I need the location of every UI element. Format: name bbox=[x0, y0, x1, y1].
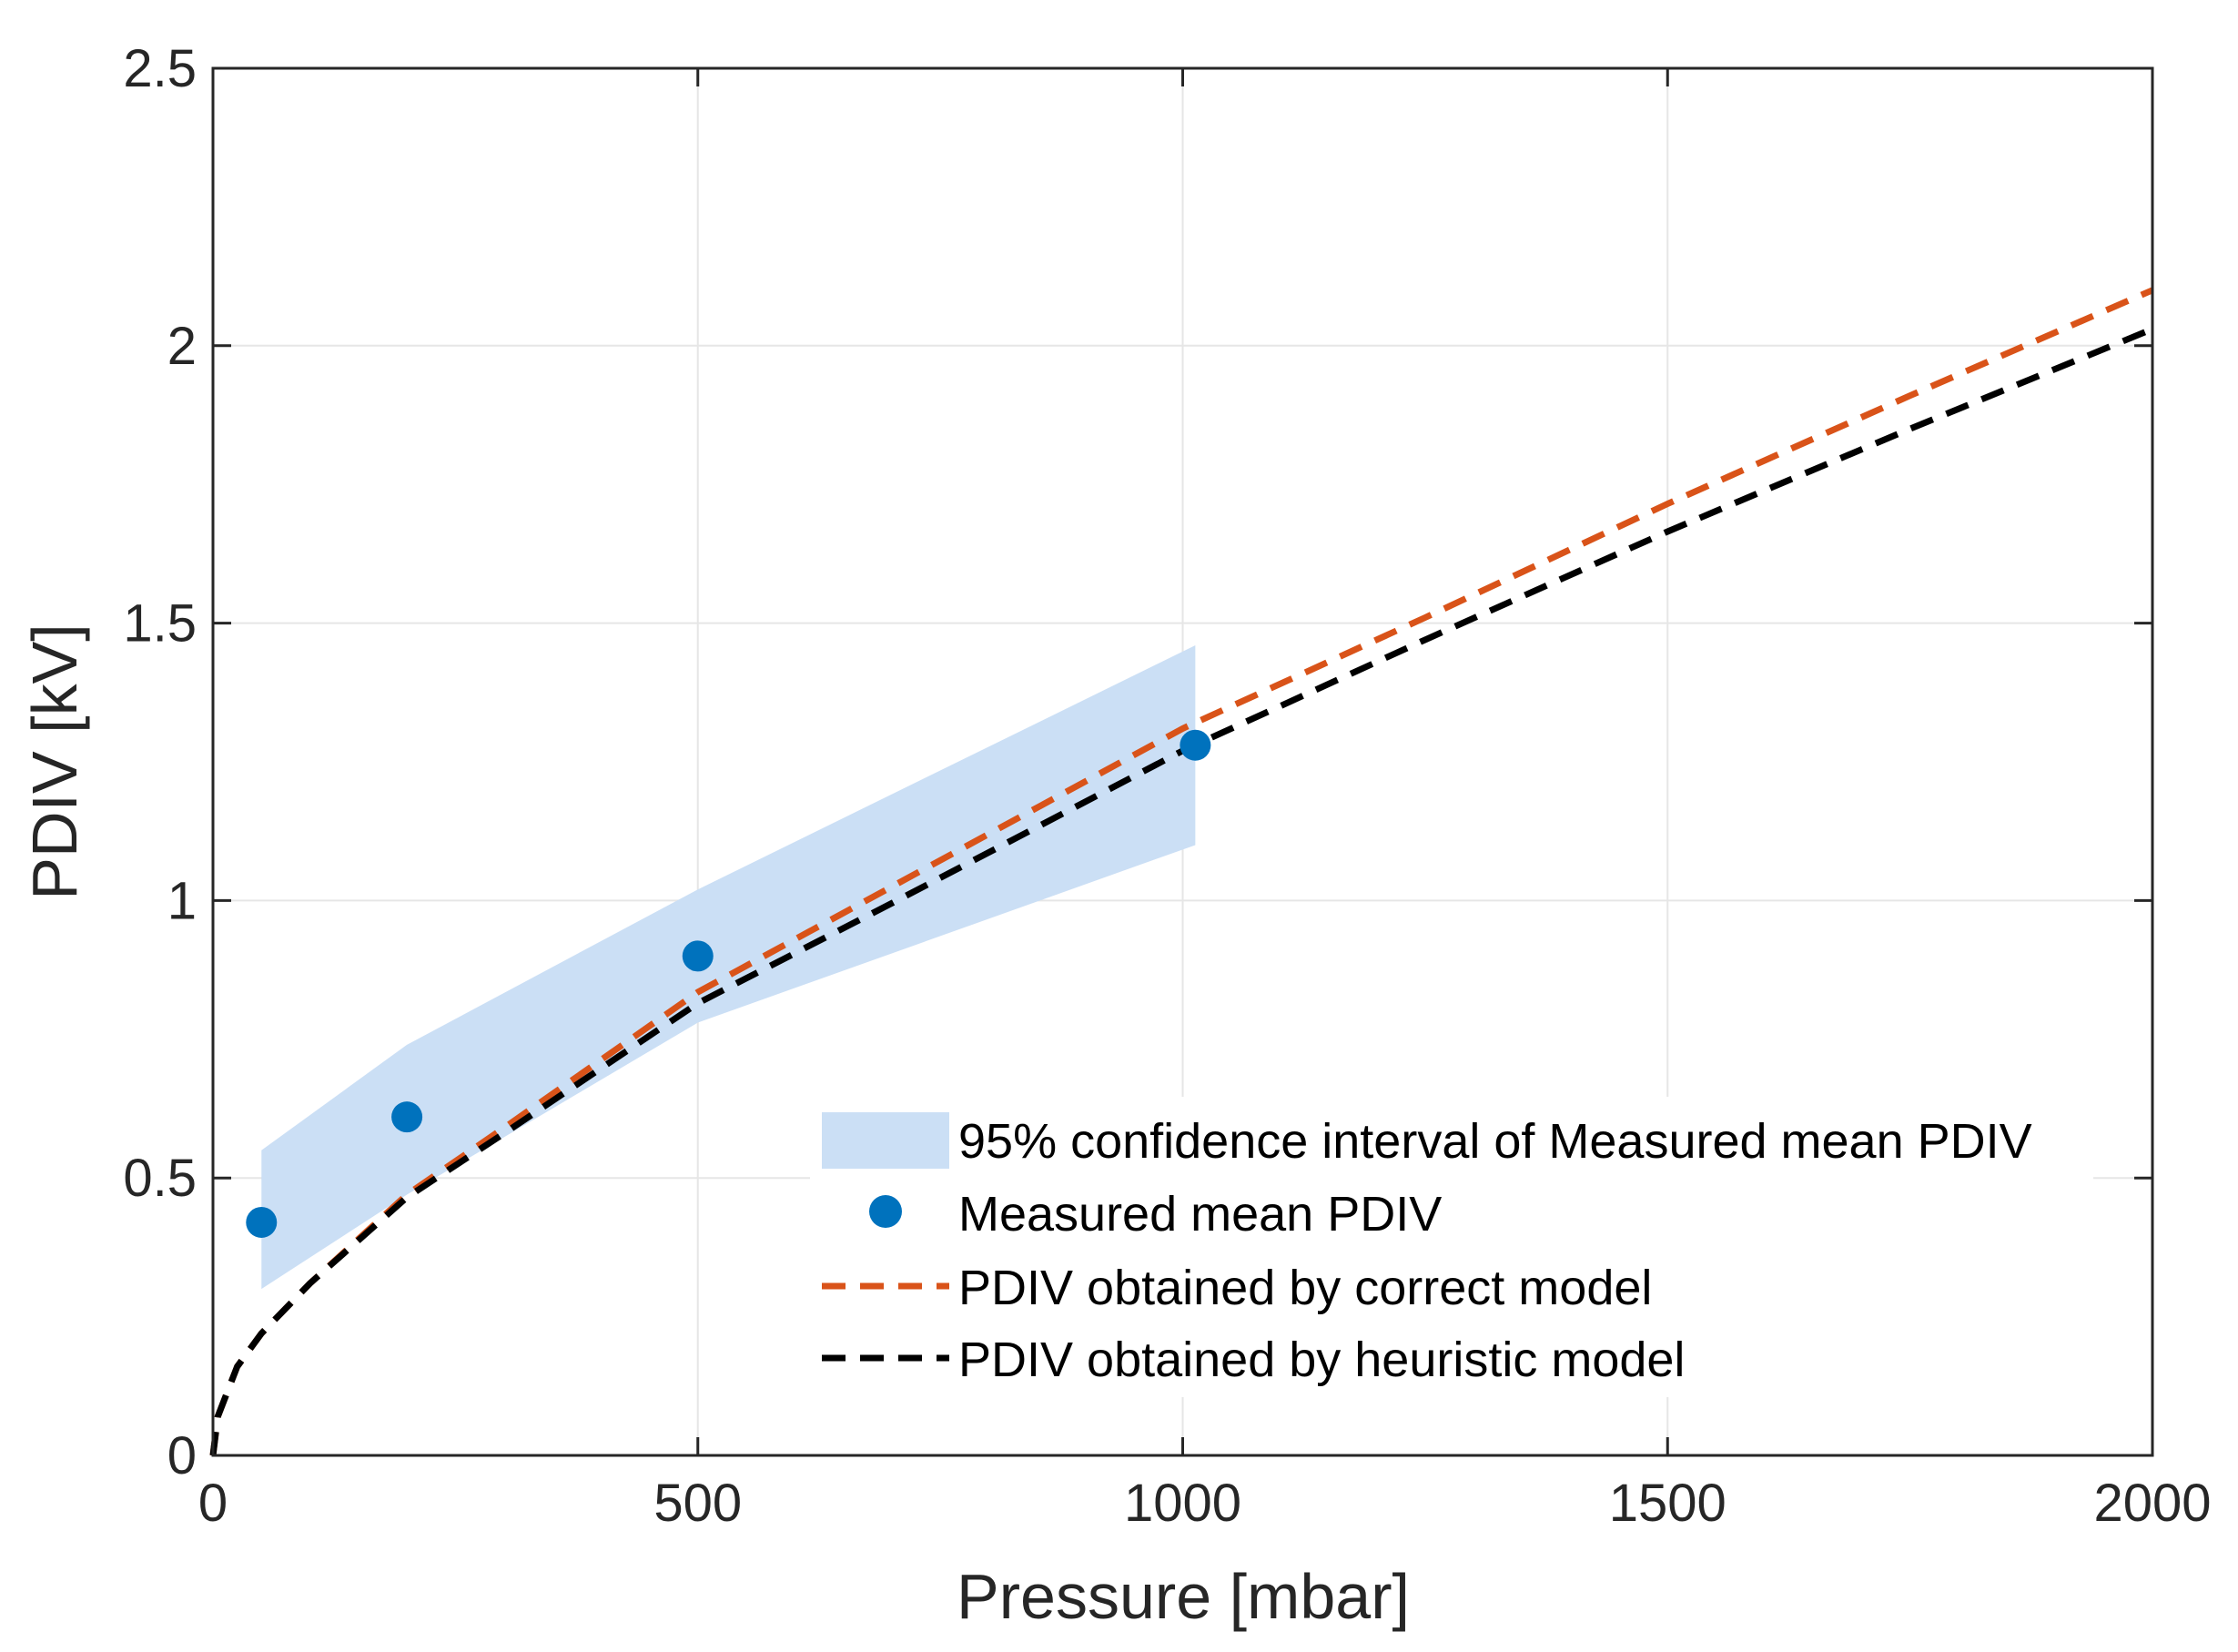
measured-point bbox=[391, 1101, 423, 1133]
axis-ticks: 0 500 1000 1500 2000 0 0.5 1 1.5 2 2.5 bbox=[123, 39, 2211, 1533]
y-tick-label: 1.5 bbox=[123, 594, 197, 654]
x-tick-label: 1000 bbox=[1124, 1474, 1241, 1533]
legend: 95% confidence interval of Measured mean… bbox=[810, 1097, 2093, 1397]
measured-point bbox=[246, 1206, 278, 1238]
legend-label-correct: PDIV obtained by correct model bbox=[958, 1261, 1652, 1315]
x-tick-label: 500 bbox=[653, 1474, 742, 1533]
y-tick-label: 2.5 bbox=[123, 39, 197, 98]
legend-label-band: 95% confidence interval of Measured mean… bbox=[958, 1114, 2032, 1169]
heuristic-model-line bbox=[209, 326, 2154, 1456]
y-tick-label: 0 bbox=[167, 1426, 197, 1485]
x-tick-label: 0 bbox=[198, 1474, 228, 1533]
x-tick-label: 2000 bbox=[2093, 1474, 2211, 1533]
legend-marker-points bbox=[869, 1195, 902, 1228]
measured-points bbox=[246, 729, 1211, 1238]
model-lines bbox=[209, 287, 2154, 1456]
y-tick-label: 2 bbox=[167, 317, 197, 376]
y-tick-label: 0.5 bbox=[123, 1149, 197, 1208]
x-tick-label: 1500 bbox=[1609, 1474, 1727, 1533]
legend-background bbox=[810, 1097, 2093, 1397]
legend-label-heuristic: PDIV obtained by heuristic model bbox=[958, 1333, 1685, 1387]
y-axis-title: PDIV [kV] bbox=[19, 623, 90, 899]
x-axis-title: Pressure [mbar] bbox=[957, 1561, 1410, 1632]
y-tick-label: 1 bbox=[167, 871, 197, 930]
legend-band-swatch bbox=[822, 1112, 949, 1169]
legend-label-points: Measured mean PDIV bbox=[958, 1187, 1442, 1242]
measured-point bbox=[1180, 729, 1211, 761]
confidence-band bbox=[261, 644, 1196, 1290]
confidence-band-area bbox=[261, 644, 1196, 1290]
measured-point bbox=[682, 940, 714, 972]
